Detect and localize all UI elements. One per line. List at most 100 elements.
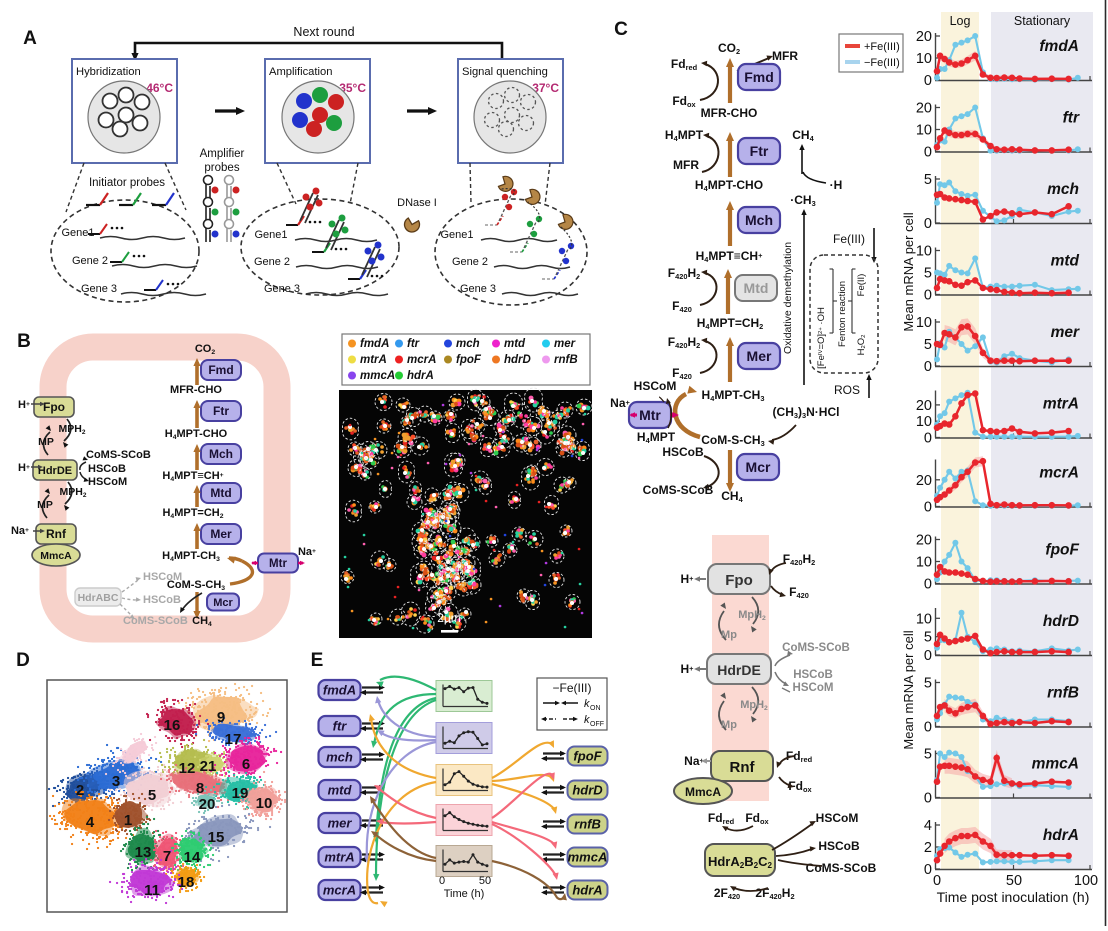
svg-text:Fpo: Fpo bbox=[725, 572, 753, 589]
svg-text:ON: ON bbox=[590, 705, 601, 712]
svg-text:2: 2 bbox=[76, 782, 84, 799]
svg-text:50: 50 bbox=[479, 875, 491, 887]
svg-text:18: 18 bbox=[178, 874, 195, 891]
svg-text:10: 10 bbox=[916, 611, 932, 627]
svg-text:H+: H+ bbox=[681, 662, 695, 676]
svg-text:Na+: Na+ bbox=[11, 525, 29, 537]
svg-text:Fe(III): Fe(III) bbox=[833, 232, 865, 246]
svg-text:Gene1: Gene1 bbox=[254, 229, 287, 241]
svg-text:ftr: ftr bbox=[1063, 110, 1080, 127]
svg-text:H4MPT=CH2: H4MPT=CH2 bbox=[697, 316, 764, 331]
svg-text:(CH3)3N·HCl: (CH3)3N·HCl bbox=[773, 405, 840, 420]
svg-text:CO2: CO2 bbox=[718, 41, 740, 56]
svg-text:ftr: ftr bbox=[407, 338, 420, 350]
svg-text:mer: mer bbox=[1051, 324, 1080, 341]
svg-text:Fmd: Fmd bbox=[744, 69, 774, 85]
svg-text:8: 8 bbox=[196, 780, 204, 797]
svg-text:mtrA: mtrA bbox=[1043, 396, 1079, 413]
svg-text:−Fe(III): −Fe(III) bbox=[552, 681, 591, 695]
svg-text:ROS: ROS bbox=[834, 383, 860, 397]
svg-text:0: 0 bbox=[933, 873, 941, 889]
svg-text:100: 100 bbox=[1074, 873, 1098, 889]
svg-text:DNase I: DNase I bbox=[397, 197, 437, 209]
svg-text:9: 9 bbox=[217, 709, 225, 726]
svg-text:·CH3: ·CH3 bbox=[790, 193, 815, 208]
svg-text:HSCoM: HSCoM bbox=[816, 811, 859, 825]
svg-text:mmcA: mmcA bbox=[1032, 756, 1079, 773]
svg-text:2: 2 bbox=[924, 840, 932, 856]
svg-text:5: 5 bbox=[924, 747, 932, 763]
svg-text:5: 5 bbox=[924, 337, 932, 353]
svg-text:H4MPT-CHO: H4MPT-CHO bbox=[165, 428, 228, 441]
svg-text:hdrD: hdrD bbox=[504, 354, 531, 366]
svg-text:10: 10 bbox=[916, 51, 932, 67]
svg-text:46°C: 46°C bbox=[146, 81, 173, 95]
svg-text:H4MPT≡CH+: H4MPT≡CH+ bbox=[162, 470, 223, 483]
svg-text:5: 5 bbox=[924, 676, 932, 692]
svg-text:mtd: mtd bbox=[1051, 253, 1080, 270]
svg-text:CoMS-SCoB: CoMS-SCoB bbox=[643, 483, 714, 497]
svg-text:mmcA: mmcA bbox=[568, 850, 608, 865]
svg-text:H4MPT-CH3: H4MPT-CH3 bbox=[702, 388, 765, 403]
svg-text:mch: mch bbox=[326, 750, 353, 765]
svg-text:fmdA: fmdA bbox=[323, 683, 356, 698]
svg-text:Fmd: Fmd bbox=[208, 363, 233, 377]
svg-text:Mean mRNA per cell: Mean mRNA per cell bbox=[901, 630, 916, 749]
svg-text:mer: mer bbox=[554, 338, 576, 350]
svg-text:Na+: Na+ bbox=[684, 754, 704, 768]
svg-text:0: 0 bbox=[924, 73, 932, 89]
svg-text:k: k bbox=[584, 714, 590, 726]
svg-text:MPH2: MPH2 bbox=[59, 423, 86, 436]
svg-text:Na+: Na+ bbox=[298, 546, 316, 558]
svg-text:0: 0 bbox=[924, 359, 932, 375]
svg-text:Hybridization: Hybridization bbox=[76, 66, 141, 78]
svg-text:CoMS-SCoB: CoMS-SCoB bbox=[86, 449, 151, 461]
svg-text:H+: H+ bbox=[18, 462, 30, 474]
svg-text:2μm: 2μm bbox=[437, 611, 461, 625]
svg-text:Mtr: Mtr bbox=[639, 407, 661, 423]
svg-text:F420: F420 bbox=[672, 366, 692, 381]
svg-text:CH4: CH4 bbox=[792, 128, 814, 143]
svg-text:D: D bbox=[16, 650, 30, 671]
svg-text:Mer: Mer bbox=[210, 527, 232, 541]
svg-text:21: 21 bbox=[200, 758, 217, 775]
svg-text:Mp: Mp bbox=[721, 629, 737, 641]
svg-text:MFR-CHO: MFR-CHO bbox=[170, 384, 222, 396]
svg-text:5: 5 bbox=[924, 630, 932, 646]
svg-text:0: 0 bbox=[439, 875, 445, 887]
svg-text:37°C: 37°C bbox=[532, 81, 559, 95]
svg-text:F420: F420 bbox=[672, 299, 692, 314]
svg-text:11: 11 bbox=[144, 882, 160, 899]
svg-text:Time post inoculation (h): Time post inoculation (h) bbox=[937, 889, 1090, 905]
svg-text:MP: MP bbox=[38, 436, 54, 448]
svg-text:MmcA: MmcA bbox=[685, 785, 721, 799]
svg-text:10: 10 bbox=[916, 555, 932, 571]
svg-text:fpoF: fpoF bbox=[456, 354, 482, 366]
svg-text:hdrA: hdrA bbox=[572, 883, 602, 898]
svg-text:10: 10 bbox=[916, 123, 932, 139]
svg-text:7: 7 bbox=[163, 848, 171, 865]
svg-text:CoM-S-CH3: CoM-S-CH3 bbox=[167, 579, 225, 592]
svg-text:Fenton reaction: Fenton reaction bbox=[837, 281, 848, 347]
svg-text:10: 10 bbox=[916, 244, 932, 260]
svg-text:19: 19 bbox=[232, 785, 249, 802]
svg-text:HSCoB: HSCoB bbox=[88, 463, 126, 475]
svg-text:14: 14 bbox=[184, 849, 201, 866]
svg-text:Fpo: Fpo bbox=[43, 400, 65, 414]
svg-text:HSCoM: HSCoM bbox=[88, 476, 127, 488]
svg-text:F420H2: F420H2 bbox=[668, 335, 700, 350]
svg-text:CoMS-SCoB: CoMS-SCoB bbox=[806, 861, 877, 875]
svg-text:C: C bbox=[614, 19, 628, 40]
svg-text:mcrA: mcrA bbox=[1039, 465, 1079, 482]
svg-text:mcrA: mcrA bbox=[407, 354, 436, 366]
svg-text:2F420: 2F420 bbox=[714, 886, 740, 901]
svg-text:mmcA: mmcA bbox=[360, 370, 395, 382]
svg-text:4: 4 bbox=[86, 814, 95, 831]
svg-text:CH4: CH4 bbox=[192, 615, 212, 628]
svg-text:17: 17 bbox=[225, 731, 242, 748]
svg-text:20: 20 bbox=[916, 398, 932, 414]
svg-text:Na+: Na+ bbox=[610, 396, 630, 410]
svg-text:Mch: Mch bbox=[209, 447, 233, 461]
svg-text:mtrA: mtrA bbox=[360, 354, 387, 366]
svg-text:MFR-CHO: MFR-CHO bbox=[701, 106, 758, 120]
